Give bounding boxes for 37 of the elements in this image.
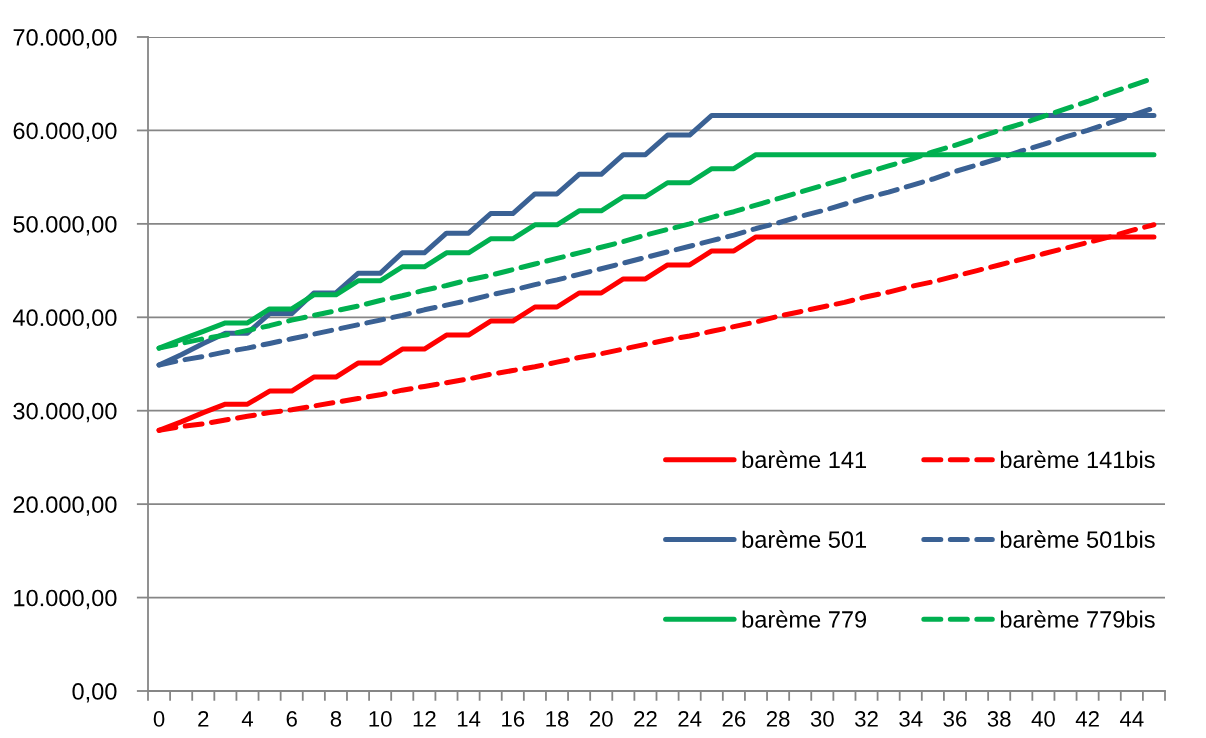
x-tick-label: 44: [1119, 711, 1144, 727]
x-tick-label: 30: [810, 711, 834, 727]
x-tick-label: 36: [943, 711, 967, 727]
x-tick-label: 6: [286, 711, 297, 727]
x-tick-label: 20: [589, 711, 613, 727]
y-tick-label: 20.000,00: [13, 496, 117, 516]
x-tick-label: 28: [766, 711, 790, 727]
y-tick-label: 40.000,00: [12, 309, 117, 329]
x-tick-label: 18: [546, 711, 569, 727]
x-tick-label: 14: [457, 711, 481, 727]
x-tick-label: 26: [722, 711, 746, 727]
x-tick-label: 16: [502, 711, 525, 727]
y-tick-label: 30.000,00: [13, 402, 117, 423]
x-tick-label: 42: [1075, 711, 1099, 727]
x-tick-label: 40: [1031, 711, 1055, 727]
y-tick-label: 70.000,00: [13, 29, 117, 49]
legend-label: barème 141: [742, 450, 867, 469]
legend-label: barème 501: [742, 530, 867, 548]
legend-label: barème 501bis: [1000, 530, 1155, 548]
x-tick-label: 4: [241, 711, 254, 727]
y-tick-label: 10.000,00: [14, 589, 117, 610]
x-tick-label: 38: [987, 711, 1011, 727]
x-tick-label: 8: [330, 711, 342, 727]
y-tick-label: 50.000,00: [13, 215, 117, 236]
x-tick-label: 32: [855, 711, 878, 727]
x-tick-label: 34: [899, 711, 923, 727]
legend-label: barème 141bis: [1000, 450, 1155, 469]
x-tick-label: 24: [678, 711, 702, 727]
x-tick-label: 10: [369, 711, 392, 727]
x-tick-label: 0: [153, 711, 165, 727]
y-tick-label: 0,00: [72, 683, 117, 703]
y-tick-label: 60.000,00: [13, 122, 117, 143]
legend-label: barème 779bis: [1000, 610, 1155, 628]
x-tick-label: 12: [413, 711, 436, 727]
x-tick-label: 2: [198, 711, 209, 727]
legend-label: barème 779: [742, 610, 867, 628]
x-tick-label: 22: [634, 711, 657, 727]
